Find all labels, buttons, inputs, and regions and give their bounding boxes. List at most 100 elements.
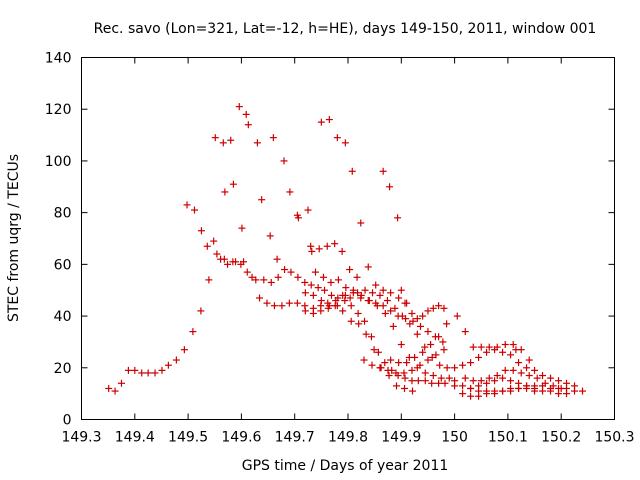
data-point [189, 328, 197, 336]
data-point [461, 328, 469, 336]
data-point [244, 121, 252, 129]
y-tick-label: 80 [54, 206, 72, 222]
data-point [131, 366, 139, 374]
data-point [499, 348, 507, 356]
x-tick-label: 149.6 [221, 430, 261, 446]
x-tick-label: 149.4 [115, 430, 155, 446]
data-point [445, 374, 453, 382]
data-point [304, 206, 312, 214]
data-point [491, 346, 499, 354]
data-point [325, 302, 333, 310]
data-point [440, 304, 448, 312]
data-point [373, 302, 381, 310]
data-point [307, 242, 315, 250]
data-point [211, 134, 219, 142]
data-point [443, 364, 451, 372]
data-point [354, 309, 362, 317]
chart-title: Rec. savo (Lon=321, Lat=-12, h=HE), days… [94, 21, 597, 37]
data-point [428, 353, 436, 361]
data-point [355, 320, 363, 328]
data-point [317, 297, 325, 305]
axis-ticks: 149.3 149.4 149.5 149.6 149.7 149.8 149.9 150 15… [45, 51, 635, 446]
data-point [357, 219, 365, 227]
data-point [376, 291, 384, 299]
y-tick-label: 20 [54, 361, 72, 377]
data-point [368, 361, 376, 369]
data-point [429, 372, 437, 380]
data-point [563, 379, 571, 387]
data-point [408, 309, 416, 317]
data-point [436, 361, 444, 369]
data-point [571, 382, 579, 390]
data-point [507, 377, 515, 385]
data-point [360, 356, 368, 364]
x-tick-label: 150 [441, 430, 468, 446]
data-point [144, 369, 152, 377]
x-tick-label: 150.2 [541, 430, 581, 446]
data-point [531, 366, 539, 374]
data-point [408, 377, 416, 385]
x-axis-label: GPS time / Days of year 2011 [242, 458, 449, 474]
data-point [372, 281, 380, 289]
x-tick: 149.4 [115, 57, 155, 446]
data-point [301, 289, 309, 297]
y-tick: 120 [45, 102, 615, 118]
x-tick: 149.8 [328, 57, 368, 446]
data-point [411, 353, 419, 361]
y-tick: 60 [54, 257, 615, 273]
data-point [435, 302, 443, 310]
data-point [385, 372, 393, 380]
data-point [539, 372, 547, 380]
data-point [325, 116, 333, 124]
data-point [400, 384, 408, 392]
data-point [281, 266, 289, 274]
data-point [517, 369, 525, 377]
data-point [483, 390, 491, 398]
data-point [435, 333, 443, 341]
data-point [354, 289, 362, 297]
data-point [269, 134, 277, 142]
data-point [224, 260, 232, 268]
data-point [389, 322, 397, 330]
data-point [413, 330, 421, 338]
data-point [323, 242, 331, 250]
y-tick-label: 0 [63, 413, 72, 429]
data-point [507, 351, 515, 359]
x-tick: 150.3 [594, 57, 635, 446]
data-point [286, 188, 294, 196]
data-point [391, 304, 399, 312]
data-point [180, 346, 188, 354]
data-point [333, 134, 341, 142]
data-point [386, 183, 394, 191]
x-tick: 150.1 [488, 57, 528, 446]
data-point [197, 307, 205, 315]
x-tick-label: 150.1 [488, 430, 528, 446]
data-point [219, 139, 227, 147]
data-point [467, 392, 475, 400]
data-point [341, 139, 349, 147]
data-point [459, 390, 467, 398]
x-tick: 149.5 [168, 57, 208, 446]
data-point [374, 348, 382, 356]
data-point [555, 390, 563, 398]
data-point [383, 297, 391, 305]
data-point [309, 291, 317, 299]
data-point [347, 317, 355, 325]
data-point [172, 356, 180, 364]
data-point [338, 247, 346, 255]
x-tick-label: 149.7 [275, 430, 315, 446]
data-point [469, 343, 477, 351]
x-tick-label: 149.8 [328, 430, 368, 446]
data-point [501, 341, 509, 349]
plot-frame [81, 57, 615, 420]
data-point [164, 361, 172, 369]
data-point [509, 366, 517, 374]
data-point [421, 369, 429, 377]
data-point [260, 276, 268, 284]
data-point [525, 356, 533, 364]
data-point [579, 387, 587, 395]
data-point [395, 294, 403, 302]
data-point [111, 387, 119, 395]
data-point [151, 369, 159, 377]
data-point [332, 297, 340, 305]
